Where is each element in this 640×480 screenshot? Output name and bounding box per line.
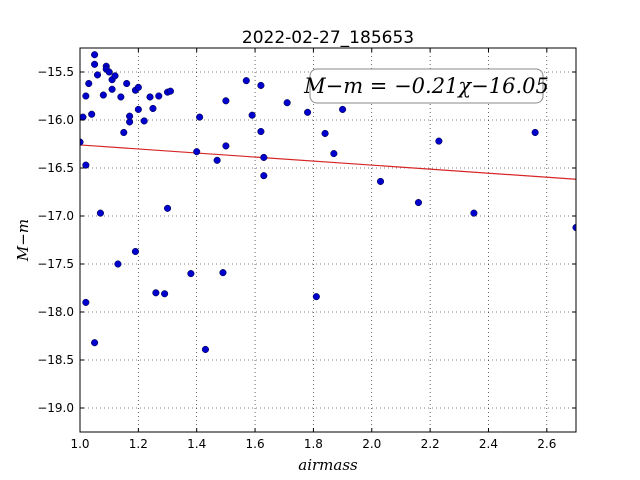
x-tick-label: 1.8 (304, 437, 323, 451)
data-point (152, 289, 160, 297)
data-point (91, 339, 99, 347)
y-tick-label: −16.5 (37, 161, 74, 175)
data-point (312, 293, 320, 301)
fit-equation-annotation: M−m = −0.21χ−16.05 (303, 74, 549, 98)
y-tick-label: −18.0 (37, 305, 74, 319)
data-point (123, 79, 131, 88)
data-point (376, 177, 385, 185)
data-point (134, 83, 142, 91)
y-tick-label: −17.5 (37, 257, 74, 271)
y-tick-label: −16.0 (37, 113, 74, 127)
data-point (339, 105, 347, 113)
data-point (222, 97, 230, 105)
data-point (91, 60, 99, 68)
data-point (222, 142, 230, 150)
data-point (304, 108, 312, 116)
data-point (96, 209, 104, 217)
data-point (80, 113, 87, 121)
data-point (82, 298, 90, 306)
y-tick-label: −17.0 (37, 209, 74, 223)
data-point (80, 138, 84, 146)
x-tick-label: 2.0 (362, 437, 381, 451)
data-point (88, 110, 96, 118)
plot-frame (79, 47, 577, 433)
data-point (470, 209, 478, 217)
data-point (213, 156, 221, 164)
data-point (93, 71, 102, 79)
data-point (105, 68, 113, 76)
fit-line (80, 144, 576, 180)
data-point (193, 148, 201, 156)
data-point (114, 260, 122, 268)
data-point (196, 113, 204, 121)
y-axis-label: M−m (14, 219, 32, 262)
x-axis-label: airmass (298, 456, 358, 474)
data-point (82, 161, 90, 169)
data-point (260, 153, 268, 161)
data-point (163, 204, 172, 212)
data-point (260, 172, 268, 180)
data-point (219, 269, 227, 277)
data-points (80, 51, 576, 353)
data-point (131, 247, 139, 256)
data-point (321, 129, 329, 137)
x-tick-label: 1.0 (70, 437, 89, 451)
data-point (91, 51, 99, 59)
data-point (85, 79, 93, 88)
y-tick-label: −19.0 (37, 401, 74, 415)
x-tick-label: 2.6 (537, 437, 556, 451)
data-point (257, 127, 265, 136)
data-point (166, 87, 174, 95)
data-point (155, 92, 163, 100)
data-point (248, 111, 256, 119)
data-point (414, 199, 422, 207)
data-point (161, 290, 169, 298)
data-point (117, 93, 125, 101)
data-point (82, 92, 90, 100)
data-point (149, 104, 157, 113)
data-point (242, 77, 250, 85)
data-point (126, 112, 134, 120)
x-tick-label: 2.2 (421, 437, 440, 451)
data-point (146, 93, 154, 101)
data-point (330, 150, 338, 158)
data-point (572, 223, 576, 232)
y-tick-label: −15.5 (37, 65, 74, 79)
data-point (435, 137, 443, 145)
data-point (99, 91, 107, 99)
data-point (140, 117, 148, 125)
x-tick-label: 2.4 (479, 437, 498, 451)
x-tick-label: 1.4 (187, 437, 206, 451)
data-point (201, 345, 210, 353)
data-point (120, 128, 128, 137)
data-point (111, 72, 119, 80)
data-point (108, 85, 116, 93)
y-tick-label: −18.5 (37, 353, 74, 367)
data-point (531, 128, 539, 137)
chart-title: 2022-02-27_185653 (242, 28, 414, 48)
data-point (187, 270, 195, 278)
data-point (257, 81, 265, 89)
data-point (283, 99, 291, 107)
x-tick-label: 1.6 (246, 437, 265, 451)
data-point (134, 105, 142, 113)
x-tick-label: 1.2 (129, 437, 148, 451)
annotation-box (309, 68, 544, 104)
